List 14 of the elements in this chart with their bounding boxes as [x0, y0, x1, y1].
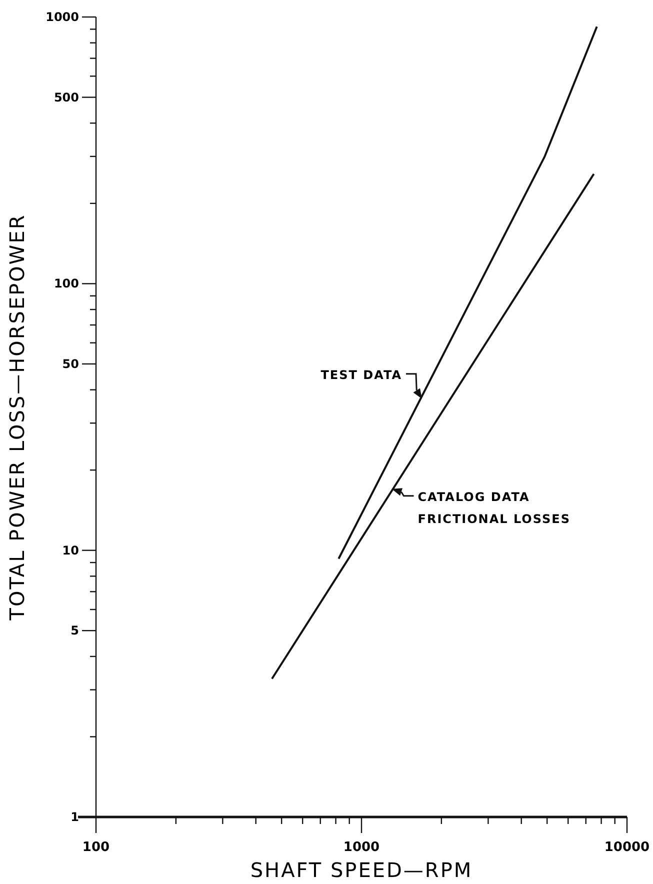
x-tick-label: 100	[82, 840, 110, 855]
x-axis-title: SHAFT SPEED—RPM	[250, 858, 473, 882]
y-tick-label: 10	[62, 543, 79, 558]
y-tick-label: 500	[54, 90, 79, 104]
y-tick-label: 1000	[46, 10, 79, 24]
y-tick-label: 50	[62, 356, 79, 371]
x-tick-label: 10000	[604, 840, 650, 855]
y-tick-label: 1	[70, 810, 79, 824]
y-axis-title: TOTAL POWER LOSS—HORSEPOWER	[5, 214, 29, 622]
y-tick-label: 5	[70, 624, 79, 638]
y-tick-label: 100	[54, 276, 79, 291]
annotation: TEST DATA	[320, 368, 402, 382]
annotation: CATALOG DATA FRICTIONAL LOSSES	[418, 490, 570, 526]
x-tick-label: 1000	[343, 840, 380, 855]
